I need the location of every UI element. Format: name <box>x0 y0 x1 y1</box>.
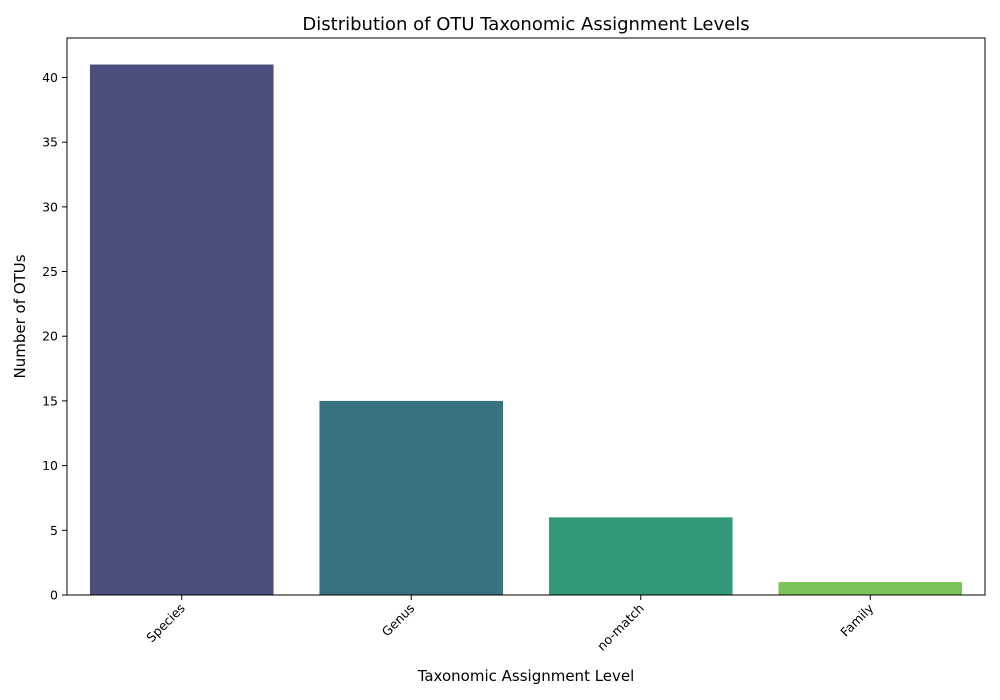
y-tick-label: 10 <box>42 458 58 473</box>
y-axis-label: Number of OTUs <box>11 254 29 378</box>
bar-genus <box>319 400 504 595</box>
bar-family <box>778 582 963 595</box>
bar-species <box>89 64 274 595</box>
bars-group <box>89 64 963 595</box>
y-tick-label: 5 <box>50 523 58 538</box>
y-tick-label: 30 <box>42 199 58 214</box>
y-tick-label: 25 <box>42 264 58 279</box>
y-tick-label: 35 <box>42 135 58 150</box>
chart-title: Distribution of OTU Taxonomic Assignment… <box>302 14 749 35</box>
plot-area-frame <box>66 37 986 596</box>
y-tick-label: 40 <box>42 70 58 85</box>
y-tick-label: 0 <box>50 588 58 603</box>
y-tick-label: 15 <box>42 393 58 408</box>
bar-no-match <box>548 517 733 595</box>
y-tick-label: 20 <box>42 329 58 344</box>
y-axis-ticks: 0 5 10 15 20 25 30 35 40 <box>42 70 67 603</box>
x-axis-label: Taxonomic Assignment Level <box>417 667 635 685</box>
